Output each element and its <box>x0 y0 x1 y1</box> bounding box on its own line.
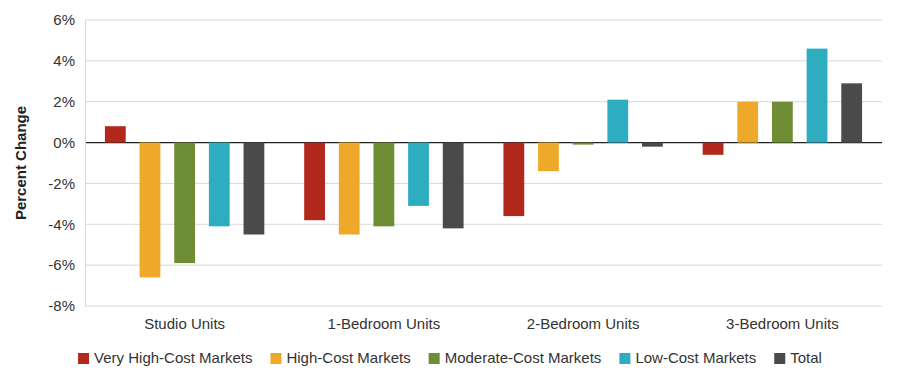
series <box>174 102 793 263</box>
bar <box>174 143 195 264</box>
y-tick-label: 4% <box>53 52 75 69</box>
y-axis-title: Percent Change <box>12 106 29 220</box>
grid-line <box>85 306 882 307</box>
bar <box>209 143 230 227</box>
x-tick: 2-Bedroom Units <box>527 306 640 332</box>
x-tick-label: 3-Bedroom Units <box>726 315 839 332</box>
series <box>244 83 863 234</box>
grid-line <box>85 183 882 184</box>
y-tick: 0% <box>53 134 85 151</box>
bar <box>244 143 265 235</box>
legend-item: Very High-Cost Markets <box>78 349 252 366</box>
y-tick: -6% <box>48 256 85 273</box>
y-tick-label: -2% <box>48 175 75 192</box>
x-tick: Studio Units <box>144 306 225 332</box>
x-tick-label: 1-Bedroom Units <box>328 315 441 332</box>
bar <box>373 143 394 227</box>
bar <box>841 83 862 142</box>
bar <box>703 143 724 155</box>
x-tick: 3-Bedroom Units <box>726 306 839 332</box>
y-axis: -8% -6% -4% -2% 0% 2% 4% 6% <box>48 11 85 314</box>
bar <box>408 143 429 206</box>
bar <box>737 102 758 143</box>
grid <box>85 20 882 306</box>
y-tick: 6% <box>53 11 85 28</box>
legend-label: Low-Cost Markets <box>635 349 756 366</box>
legend-label: Very High-Cost Markets <box>94 349 252 366</box>
y-tick: 2% <box>53 93 85 110</box>
y-tick-label: -8% <box>48 297 75 314</box>
y-axis-line <box>85 21 86 307</box>
legend-item: Low-Cost Markets <box>619 349 756 366</box>
x-axis: Studio Units 1-Bedroom Units 2-Bedroom Uni… <box>144 306 838 332</box>
bar <box>339 143 360 235</box>
y-tick-label: 2% <box>53 93 75 110</box>
series <box>140 102 759 278</box>
legend-item: Moderate-Cost Markets <box>429 349 602 366</box>
legend-label: Moderate-Cost Markets <box>445 349 602 366</box>
grid-line <box>85 142 882 143</box>
bar <box>607 100 628 143</box>
bars <box>105 49 862 278</box>
legend-label: High-Cost Markets <box>286 349 410 366</box>
grid-line <box>85 265 882 266</box>
bar <box>503 143 524 217</box>
bar <box>642 143 663 147</box>
y-tick: 4% <box>53 52 85 69</box>
bar <box>772 102 793 143</box>
y-tick-label: -4% <box>48 216 75 233</box>
legend-item: High-Cost Markets <box>270 349 410 366</box>
bar <box>304 143 325 221</box>
y-tick-label: -6% <box>48 256 75 273</box>
y-tick: -8% <box>48 297 85 314</box>
bar <box>443 143 464 229</box>
series <box>105 126 724 220</box>
y-tick-label: 6% <box>53 11 75 28</box>
legend-label: Total <box>790 349 822 366</box>
y-tick-label: 0% <box>53 134 75 151</box>
x-tick-label: 2-Bedroom Units <box>527 315 640 332</box>
chart: -8% -6% -4% -2% 0% 2% 4% 6% Studio Units 1-Bedroo… <box>0 0 900 385</box>
legend-swatch <box>270 353 281 364</box>
series <box>209 49 828 227</box>
x-tick: 1-Bedroom Units <box>328 306 441 332</box>
y-tick: -2% <box>48 175 85 192</box>
plot: -8% -6% -4% -2% 0% 2% 4% 6% Studio Units 1-Bedroo… <box>48 11 882 331</box>
grid-line <box>85 60 882 61</box>
legend-item: Total <box>774 349 822 366</box>
bar <box>807 49 828 143</box>
legend-swatch <box>619 353 630 364</box>
y-tick: -4% <box>48 216 85 233</box>
bar <box>573 143 594 145</box>
bar <box>140 143 161 278</box>
legend-swatch <box>78 353 89 364</box>
grid-line <box>85 101 882 102</box>
legend-swatch <box>774 353 785 364</box>
grid-line <box>85 224 882 225</box>
x-tick-label: Studio Units <box>144 315 225 332</box>
grid-line <box>85 20 882 21</box>
bar <box>105 126 126 142</box>
legend-swatch <box>429 353 440 364</box>
bar <box>538 143 559 172</box>
legend: Very High-Cost Markets High-Cost Markets M… <box>78 349 822 366</box>
